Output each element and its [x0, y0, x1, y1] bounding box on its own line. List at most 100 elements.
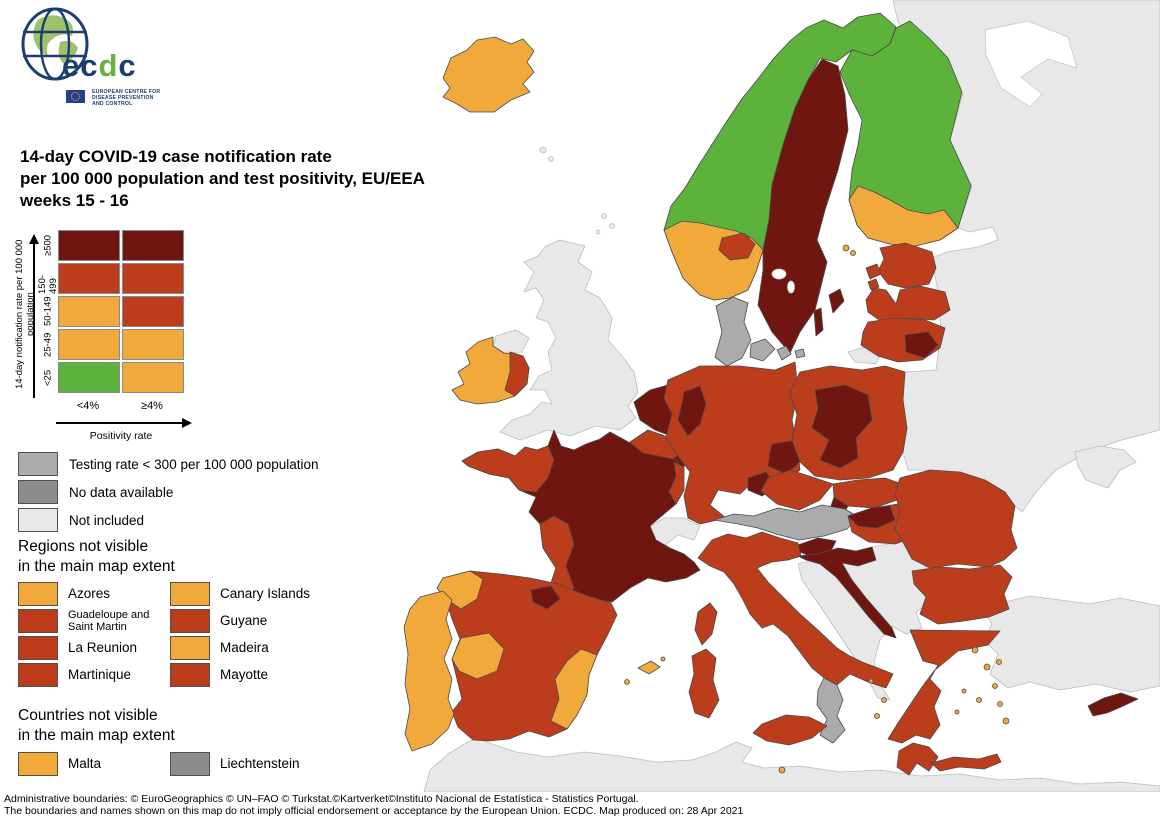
legend-swatch-orange — [170, 636, 210, 660]
map-region-estonia — [877, 242, 937, 289]
legend-row-label: ≥500 — [42, 234, 54, 257]
legend-item-label: Guyane — [220, 613, 268, 628]
map-region-crete — [930, 753, 1002, 772]
legend-cell-orange — [58, 329, 120, 360]
map-region-romania — [894, 469, 1018, 569]
map-region-iceland — [442, 36, 535, 113]
legend-cell-red — [122, 296, 184, 327]
map-region-norway-oslo — [718, 232, 756, 261]
ecdc-logo: ecdc EUROPEAN CENTRE FOR DISEASE PREVENT… — [20, 6, 170, 107]
legend-item-label: Malta — [68, 756, 102, 771]
map-region-basque — [530, 585, 561, 610]
legend-swatch-no_data — [18, 480, 58, 504]
legend-item: No data available — [18, 480, 319, 504]
map-region-hungary-nw — [847, 505, 896, 529]
legend-row-label: 50-149 — [42, 296, 54, 327]
map-region-corsica — [694, 602, 718, 646]
map-region-sicily — [752, 714, 828, 746]
map-region-denmark — [714, 296, 806, 367]
legend-swatch-orange — [18, 752, 58, 776]
legend-item-label: Canary Islands — [220, 586, 311, 601]
status-legend: Testing rate < 300 per 100 000 populatio… — [18, 452, 319, 532]
legend-swatch-testing_low — [18, 452, 58, 476]
map-region-estonia-islands — [865, 263, 882, 291]
map-region-czechia — [760, 469, 834, 511]
legend-item-label: Mayotte — [220, 667, 269, 682]
legend-cell-green — [58, 362, 120, 393]
map-region-latvia — [865, 285, 951, 323]
map-region-greece — [887, 629, 1001, 744]
lake-vanern — [771, 268, 787, 280]
legend-item-label: No data available — [69, 484, 174, 500]
map-region-balearics — [624, 656, 666, 685]
legend-y-axis-label: 14-day notification rate per 100 000 pop… — [14, 239, 36, 389]
map-region-bulgaria — [911, 564, 1013, 625]
map-region-croatia — [797, 546, 897, 639]
eu-flag-icon — [66, 90, 85, 103]
legend-item: Canary Islands — [170, 582, 356, 606]
legend-cell-red — [122, 263, 184, 294]
legend-item-label: Martinique — [68, 667, 132, 682]
map-region-small-isles — [517, 146, 615, 372]
map-attribution: Administrative boundaries: © EuroGeograp… — [4, 793, 744, 817]
legend-item-label: Liechtenstein — [220, 756, 300, 771]
ecdc-wordmark: ecdc — [62, 48, 137, 83]
ecdc-caption: EUROPEAN CENTRE FOR DISEASE PREVENTION A… — [92, 89, 161, 107]
map-region-ireland-east — [504, 351, 530, 397]
legend-item: Malta — [18, 752, 170, 776]
legend-x-axis-label: Positivity rate — [89, 430, 153, 442]
legend-y-axis-arrow — [29, 234, 39, 398]
legend-swatch-red — [18, 663, 58, 687]
legend-row-label: 150-499 — [37, 274, 59, 294]
map-region-turkey — [983, 595, 1160, 693]
map-region-france-alsace — [668, 461, 685, 505]
legend-swatch-red — [170, 663, 210, 687]
legend-column-label: <4% — [76, 400, 100, 412]
regions-section-heading: Regions not visible in the main map exte… — [18, 538, 175, 575]
ecdc-globe-icon — [21, 7, 89, 81]
legend-column-label: ≥4% — [141, 400, 163, 412]
legend-swatch-orange — [18, 582, 58, 606]
legend-cell-red — [58, 263, 120, 294]
map-region-sardinia — [688, 648, 720, 719]
legend-cell-dark_red — [58, 230, 120, 261]
map-region-uk — [499, 239, 639, 441]
map-region-north-africa — [423, 737, 1160, 792]
bivariate-legend: 14-day notification rate per 100 000 pop… — [14, 228, 224, 450]
legend-row-label: <25 — [42, 369, 54, 386]
legend-item-label: Testing rate < 300 per 100 000 populatio… — [69, 456, 319, 472]
legend-swatch-red — [170, 609, 210, 633]
map-region-france-west — [461, 445, 555, 493]
legend-matrix-cells: ≥500 150-499 50-149 25-49 <25 — [37, 230, 184, 393]
countries-list: Malta Liechtenstein — [18, 752, 356, 776]
legend-item: Liechtenstein — [170, 752, 356, 776]
map-region-crimea — [1074, 445, 1137, 489]
legend-swatch-not_included — [18, 508, 58, 532]
map-region-spain-east — [550, 648, 598, 730]
legend-swatch-red — [18, 609, 58, 633]
map-region-malta — [778, 766, 786, 774]
map-region-peloponnese — [896, 742, 939, 776]
map-region-aland — [842, 244, 856, 256]
legend-cell-orange — [58, 296, 120, 327]
white-sea — [984, 20, 1078, 108]
map-region-finland-south — [848, 185, 959, 247]
legend-item-label: La Reunion — [68, 640, 138, 655]
map-region-extremadura — [451, 632, 505, 680]
map-region-gotland — [828, 288, 845, 314]
legend-cell-orange — [122, 362, 184, 393]
legend-item: Madeira — [170, 636, 356, 660]
legend-item: Mayotte — [170, 663, 356, 687]
legend-item: Guadeloupe and Saint Martin — [18, 609, 170, 633]
legend-item: Guyane — [170, 609, 356, 633]
countries-section-heading: Countries not visible in the main map ex… — [18, 707, 175, 744]
map-region-lithuania-se — [904, 331, 939, 359]
map-region-poland-center — [811, 384, 873, 469]
legend-cell-dark_red — [122, 230, 184, 261]
map-region-greek-islands — [868, 646, 1010, 725]
legend-item: Testing rate < 300 per 100 000 populatio… — [18, 452, 319, 476]
legend-item: Martinique — [18, 663, 170, 687]
legend-cell-orange — [122, 329, 184, 360]
map-region-portugal — [403, 590, 455, 752]
